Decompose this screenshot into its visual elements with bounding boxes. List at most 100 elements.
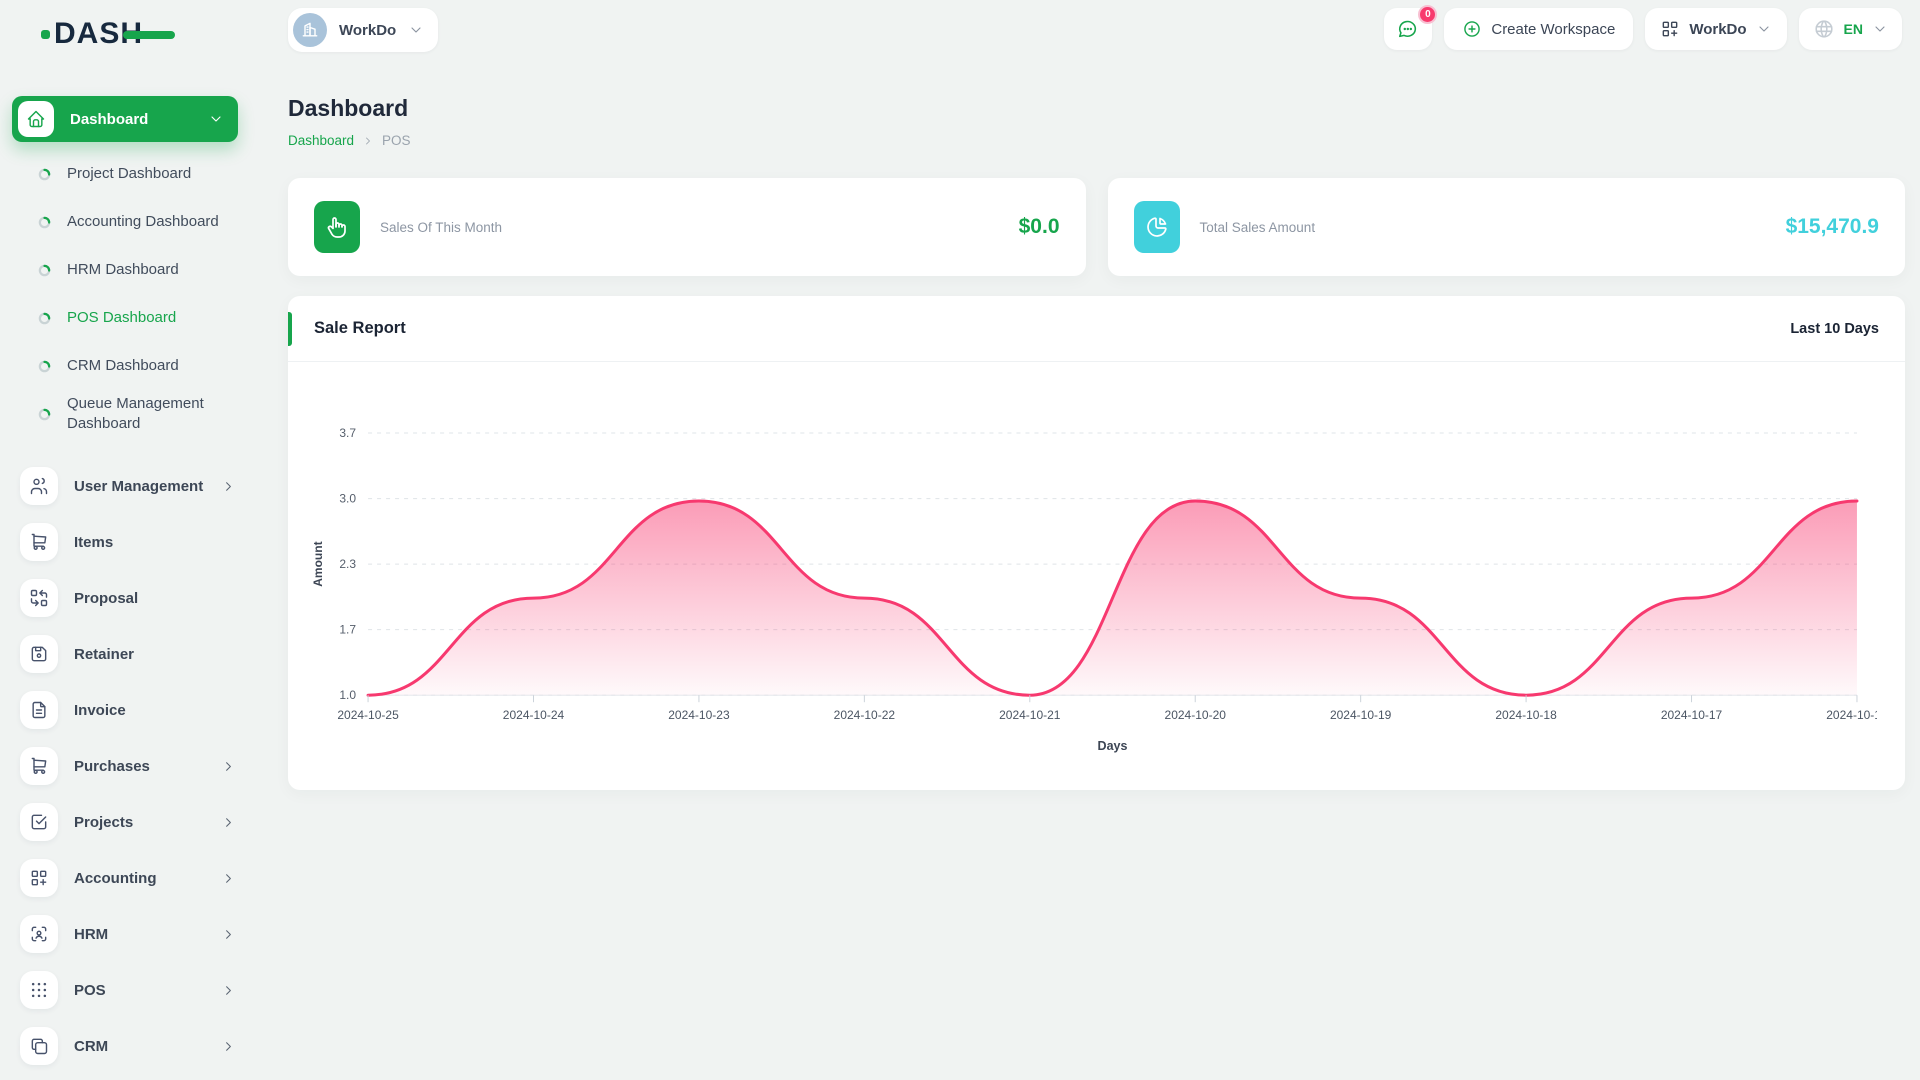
user-scan-icon — [20, 915, 58, 953]
svg-text:2024-10-23: 2024-10-23 — [668, 708, 730, 722]
logo-dot-icon — [41, 30, 50, 39]
bullet-icon — [38, 312, 51, 325]
sidebar-item-proposal[interactable]: Proposal — [20, 576, 236, 620]
sidebar-item-label: POS Dashboard — [67, 308, 177, 326]
sidebar-item-queue-management-dashboard[interactable]: Queue Management Dashboard — [12, 390, 248, 438]
sidebar: DASH Dashboard Project Dashboard Accounti… — [0, 0, 260, 1080]
logo-dash-icon — [123, 31, 176, 39]
topbar-actions: 0 Create Workspace WorkDo EN — [1384, 5, 1902, 50]
bullet-icon — [38, 216, 51, 229]
cart-icon — [20, 747, 58, 785]
breadcrumb-link-dashboard[interactable]: Dashboard — [288, 133, 355, 148]
dots-grid-icon — [20, 971, 58, 1009]
workspace-name: WorkDo — [339, 21, 397, 39]
bullet-icon — [38, 408, 51, 421]
sale-report-chart: 3.7 3.0 2.3 1.7 1.0 2024-10-25 2024-10-24 2024-… — [311, 426, 1877, 753]
app-logo[interactable]: DASH — [41, 16, 176, 52]
sale-report-range: Last 10 Days — [1790, 320, 1879, 337]
stat-value: $0.0 — [1018, 215, 1060, 238]
svg-text:2024-10-18: 2024-10-18 — [1495, 708, 1557, 722]
chevron-right-icon — [221, 927, 236, 942]
svg-text:3.0: 3.0 — [339, 492, 356, 506]
breadcrumb: Dashboard POS — [288, 133, 411, 148]
sidebar-item-label: Accounting Dashboard — [67, 212, 219, 230]
chevron-right-icon — [221, 871, 236, 886]
message-icon — [1397, 18, 1419, 40]
sidebar-item-items[interactable]: Items — [20, 520, 236, 564]
copy-icon — [20, 1027, 58, 1065]
globe-icon — [1813, 18, 1835, 40]
bullet-icon — [38, 264, 51, 277]
sidebar-item-pos-dashboard[interactable]: POS Dashboard — [12, 294, 248, 342]
sidebar-item-hrm[interactable]: HRM — [20, 912, 236, 956]
sidebar-item-label: Dashboard — [70, 110, 149, 128]
sidebar-item-hrm-dashboard[interactable]: HRM Dashboard — [12, 246, 248, 294]
sidebar-item-label: Purchases — [74, 757, 150, 775]
language-label: EN — [1843, 21, 1863, 37]
bullet-icon — [38, 360, 51, 373]
svg-text:2024-10-20: 2024-10-20 — [1165, 708, 1227, 722]
hand-click-icon — [314, 201, 360, 253]
sidebar-item-dashboard[interactable]: Dashboard — [12, 96, 238, 142]
sidebar-item-label: CRM — [74, 1037, 109, 1055]
sidebar-item-accounting-dashboard[interactable]: Accounting Dashboard — [12, 198, 248, 246]
messages-button[interactable]: 0 — [1384, 5, 1438, 50]
sale-report-header: Sale Report Last 10 Days — [288, 296, 1905, 362]
stat-card-sales-of-this-month: Sales Of This Month $0.0 — [288, 178, 1086, 276]
workspace-menu-label: WorkDo — [1689, 20, 1747, 38]
accent-bar — [288, 312, 292, 346]
sidebar-item-label: Invoice — [74, 701, 126, 719]
chevron-right-icon — [221, 815, 236, 830]
workspace-switcher[interactable]: WorkDo — [288, 8, 439, 52]
sidebar-item-label: Retainer — [74, 645, 135, 663]
chevron-down-icon — [208, 111, 224, 127]
svg-text:2024-10-24: 2024-10-24 — [503, 708, 565, 722]
home-icon — [18, 101, 54, 137]
sidebar-item-retainer[interactable]: Retainer — [20, 632, 236, 676]
sidebar-item-label: CRM Dashboard — [67, 356, 179, 374]
sale-report-card: Sale Report Last 10 Days 3.7 3.0 2.3 1.7 1.0… — [288, 296, 1905, 790]
replace-icon — [20, 579, 58, 617]
sidebar-item-label: HRM — [74, 925, 109, 943]
svg-text:2024-10-25: 2024-10-25 — [337, 708, 399, 722]
pie-chart-icon — [1133, 201, 1180, 253]
sidebar-item-project-dashboard[interactable]: Project Dashboard — [12, 150, 248, 198]
svg-text:1.7: 1.7 — [339, 623, 356, 637]
stat-label: Sales Of This Month — [380, 219, 503, 235]
bullet-icon — [38, 168, 51, 181]
sidebar-item-crm[interactable]: CRM — [20, 1024, 236, 1068]
chevron-down-icon — [1756, 21, 1772, 37]
sidebar-item-user-management[interactable]: User Management — [20, 464, 236, 508]
svg-text:2024-10-21: 2024-10-21 — [999, 708, 1061, 722]
stat-label: Total Sales Amount — [1199, 219, 1316, 235]
sidebar-item-invoice[interactable]: Invoice — [20, 688, 236, 732]
messages-badge: 0 — [1418, 5, 1438, 24]
stat-value: $15,470.9 — [1785, 215, 1879, 238]
svg-text:Amount: Amount — [311, 541, 325, 586]
svg-text:2024-10-16: 2024-10-16 — [1826, 708, 1877, 722]
sidebar-item-pos[interactable]: POS — [20, 968, 236, 1012]
svg-text:2024-10-19: 2024-10-19 — [1330, 708, 1392, 722]
workspace-avatar — [293, 13, 327, 47]
floppy-icon — [20, 635, 58, 673]
sidebar-item-label: Accounting — [74, 869, 157, 887]
chevron-right-icon — [221, 1039, 236, 1054]
sidebar-item-purchases[interactable]: Purchases — [20, 744, 236, 788]
workspace-menu-button[interactable]: WorkDo — [1645, 8, 1787, 50]
sale-report-title: Sale Report — [314, 319, 406, 337]
chevron-right-icon — [362, 135, 374, 147]
svg-text:1.0: 1.0 — [339, 688, 356, 702]
create-workspace-label: Create Workspace — [1491, 20, 1616, 38]
sidebar-item-label: Projects — [74, 813, 134, 831]
sidebar-item-projects[interactable]: Projects — [20, 800, 236, 844]
language-selector[interactable]: EN — [1798, 8, 1902, 50]
svg-text:3.7: 3.7 — [339, 426, 356, 440]
circle-plus-icon — [1462, 19, 1482, 39]
sidebar-item-crm-dashboard[interactable]: CRM Dashboard — [12, 342, 248, 390]
sidebar-item-accounting[interactable]: Accounting — [20, 856, 236, 900]
grid-add-icon — [1660, 19, 1680, 39]
create-workspace-button[interactable]: Create Workspace — [1444, 8, 1634, 50]
chevron-down-icon — [408, 22, 424, 38]
sale-report-chart-container: 3.7 3.0 2.3 1.7 1.0 2024-10-25 2024-10-24 2024-… — [308, 376, 1877, 766]
sidebar-item-label: POS — [74, 981, 106, 999]
